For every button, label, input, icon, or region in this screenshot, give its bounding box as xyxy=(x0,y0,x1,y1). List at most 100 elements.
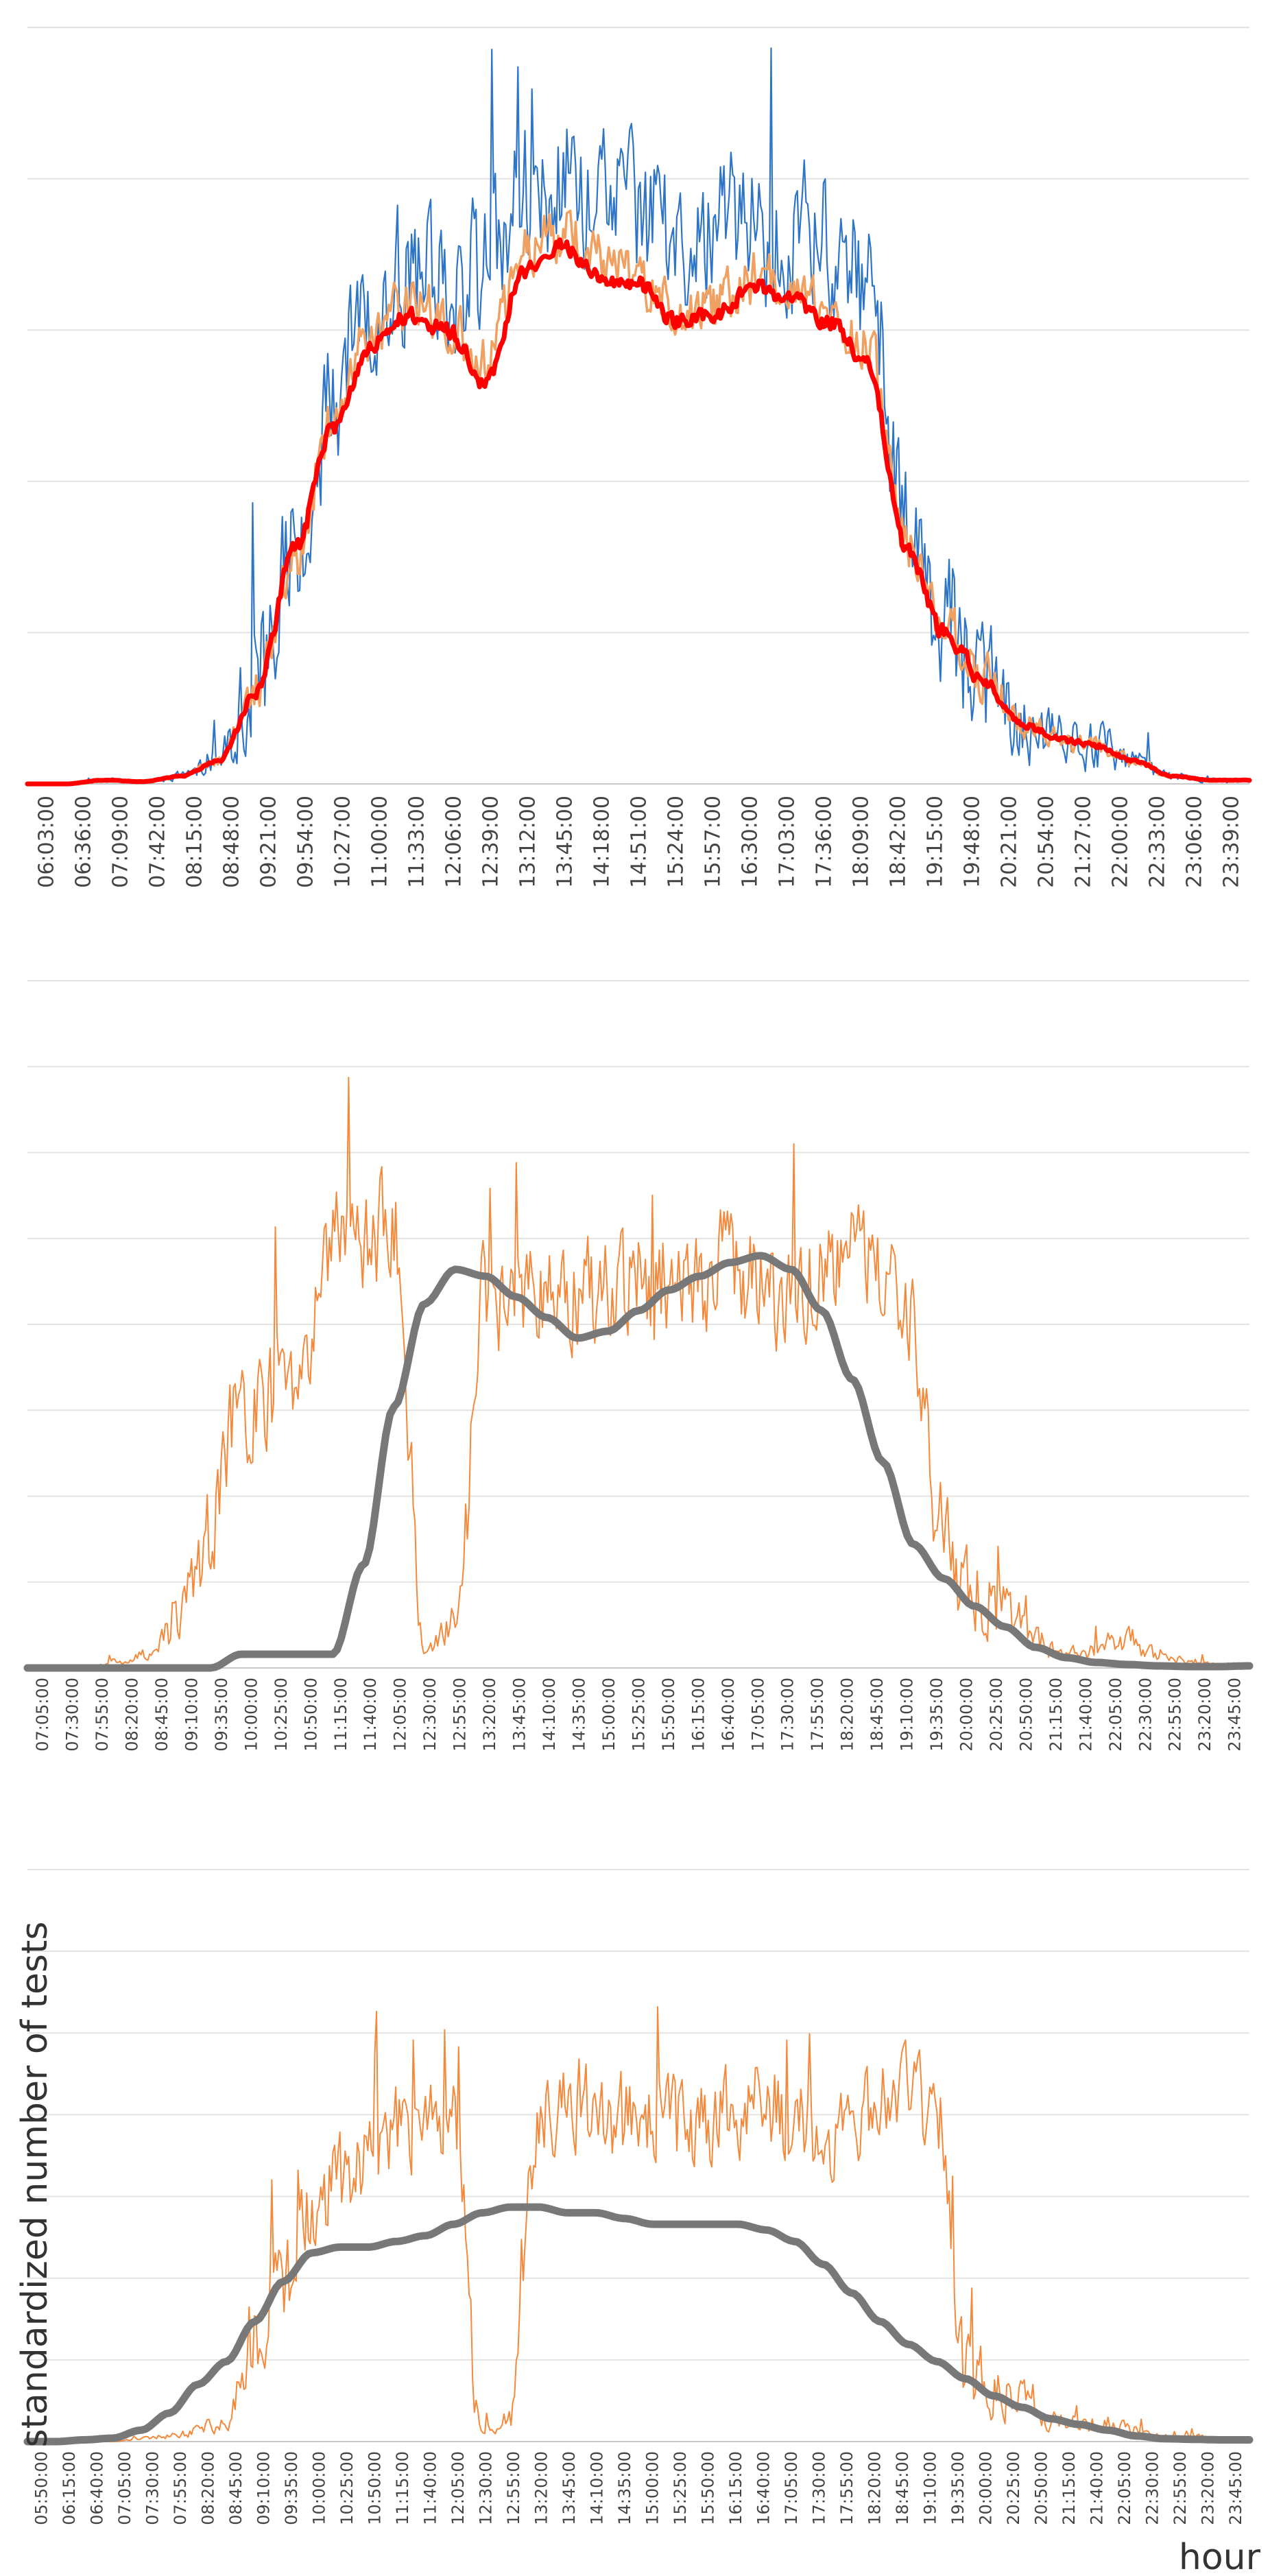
x-axis-label: hour xyxy=(1179,2537,1261,2576)
x-tick-label: 09:35:00 xyxy=(282,2451,301,2525)
x-tick-label: 05:50:00 xyxy=(32,2451,51,2525)
x-tick-label: 23:45:00 xyxy=(1225,1678,1245,1752)
x-tick-label: 20:00:00 xyxy=(957,1678,976,1752)
x-tick-label: 13:20:00 xyxy=(480,1678,499,1752)
x-tick-label: 13:45:00 xyxy=(553,796,577,888)
x-tick-label: 10:27:00 xyxy=(331,796,355,888)
x-tick-label: 22:30:00 xyxy=(1143,2451,1162,2525)
x-tick-label: 11:15:00 xyxy=(393,2451,412,2525)
x-tick-label: 09:10:00 xyxy=(182,1678,201,1752)
x-tick-label: 14:10:00 xyxy=(588,2451,607,2525)
x-tick-label: 17:30:00 xyxy=(778,1678,798,1752)
x-tick-label: 13:45:00 xyxy=(560,2451,579,2525)
x-tick-label: 20:00:00 xyxy=(977,2451,996,2525)
x-tick-label: 10:25:00 xyxy=(337,2451,357,2525)
x-tick-label: 23:20:00 xyxy=(1195,1678,1214,1752)
x-tick-label: 09:10:00 xyxy=(254,2451,274,2525)
x-tick-label: 14:51:00 xyxy=(627,796,651,888)
x-tick-label: 15:50:00 xyxy=(659,1678,678,1752)
x-tick-label: 13:45:00 xyxy=(510,1678,529,1752)
x-tick-label: 15:57:00 xyxy=(702,796,726,888)
x-tick-label: 13:20:00 xyxy=(532,2451,551,2525)
x-tick-label: 18:20:00 xyxy=(865,2451,885,2525)
x-tick-label: 06:03:00 xyxy=(35,796,59,888)
x-tick-label: 12:05:00 xyxy=(448,2451,468,2525)
x-tick-label: 22:55:00 xyxy=(1171,2451,1190,2525)
x-tick-label: 17:36:00 xyxy=(813,796,837,888)
x-tick-label: 10:00:00 xyxy=(241,1678,261,1752)
x-tick-label: 12:30:00 xyxy=(477,2451,496,2525)
series-line-average xyxy=(23,2203,1254,2446)
x-tick-label: 20:50:00 xyxy=(1032,2451,1051,2525)
x-tick-label: 06:15:00 xyxy=(60,2451,79,2525)
x-tick-label: 13:12:00 xyxy=(516,796,540,888)
x-tick-label: 07:30:00 xyxy=(143,2451,163,2525)
x-tick-label: 11:00:00 xyxy=(368,796,392,888)
x-tick-label: 15:00:00 xyxy=(599,1678,619,1752)
x-tick-label: 22:00:00 xyxy=(1109,796,1133,888)
x-tick-label: 07:05:00 xyxy=(33,1678,52,1752)
x-tick-label: 12:30:00 xyxy=(420,1678,440,1752)
x-tick-label: 16:40:00 xyxy=(719,1678,738,1752)
x-tick-label: 07:55:00 xyxy=(93,1678,112,1752)
x-tick-label: 15:24:00 xyxy=(664,796,688,888)
x-tick-label: 09:35:00 xyxy=(212,1678,231,1752)
x-tick-label: 19:10:00 xyxy=(898,1678,917,1752)
x-tick-label: 08:45:00 xyxy=(226,2451,245,2525)
x-tick-label: 16:40:00 xyxy=(754,2451,774,2525)
x-tick-label: 07:30:00 xyxy=(63,1678,82,1752)
x-tick-label: 09:21:00 xyxy=(257,796,281,888)
x-tick-label: 19:15:00 xyxy=(924,796,948,888)
y-axis-label: standardized number of tests xyxy=(14,1922,56,2448)
x-tick-label: 21:27:00 xyxy=(1072,796,1096,888)
chart-2: 07:05:00 07:30:00 07:55:00 08:20:00 08:45:00… xyxy=(23,980,1254,1752)
x-tick-label: 15:25:00 xyxy=(629,1678,648,1752)
x-tick-label: 12:05:00 xyxy=(391,1678,410,1752)
x-tick-label: 21:15:00 xyxy=(1059,2451,1079,2525)
x-tick-label: 14:35:00 xyxy=(615,2451,634,2525)
x-tick-label: 20:50:00 xyxy=(1016,1678,1035,1752)
x-tick-label: 17:05:00 xyxy=(748,1678,767,1752)
x-tick-label: 12:55:00 xyxy=(504,2451,523,2525)
x-tick-label: 15:00:00 xyxy=(643,2451,662,2525)
x-tick-label: 12:39:00 xyxy=(479,796,503,888)
x-tick-label: 22:33:00 xyxy=(1146,796,1170,888)
series-line-raw xyxy=(26,47,1251,785)
x-tick-label: 17:03:00 xyxy=(776,796,800,888)
x-tick-label: 19:35:00 xyxy=(927,1678,946,1752)
x-tick-label: 20:25:00 xyxy=(987,1678,1006,1752)
x-tick-label: 18:42:00 xyxy=(887,796,911,888)
x-tick-label: 19:35:00 xyxy=(948,2451,968,2525)
x-tick-label: 22:30:00 xyxy=(1136,1678,1155,1752)
x-tick-label: 22:05:00 xyxy=(1106,1678,1125,1752)
x-tick-label: 19:48:00 xyxy=(961,796,985,888)
x-tick-label: 22:05:00 xyxy=(1115,2451,1134,2525)
x-tick-label: 15:50:00 xyxy=(699,2451,718,2525)
x-tick-label: 11:40:00 xyxy=(361,1678,380,1752)
x-tick-label: 14:10:00 xyxy=(540,1678,559,1752)
x-tick-label: 18:09:00 xyxy=(850,796,874,888)
x-tick-label: 06:36:00 xyxy=(72,796,96,888)
x-tick-label: 17:55:00 xyxy=(837,2451,856,2525)
x-tick-label: 08:20:00 xyxy=(123,1678,142,1752)
x-tick-label: 09:54:00 xyxy=(294,796,318,888)
x-tick-label: 10:50:00 xyxy=(301,1678,320,1752)
chart-3: 05:50:00 06:15:00 06:40:00 07:05:00 07:30:00… xyxy=(23,1869,1254,2525)
series-line-raw xyxy=(27,1077,1250,1669)
x-tick-label: 10:50:00 xyxy=(366,2451,385,2525)
x-tick-label: 08:48:00 xyxy=(220,796,244,888)
x-tick-label: 23:20:00 xyxy=(1199,2451,1218,2525)
x-tick-label: 20:54:00 xyxy=(1035,796,1059,888)
x-tick-label: 10:00:00 xyxy=(310,2451,329,2525)
x-tick-label: 07:05:00 xyxy=(115,2451,134,2525)
x-tick-label: 18:45:00 xyxy=(867,1678,887,1752)
x-tick-label: 23:45:00 xyxy=(1226,2451,1245,2525)
x-tick-label: 21:40:00 xyxy=(1076,1678,1095,1752)
x-tick-label: 21:15:00 xyxy=(1046,1678,1066,1752)
x-tick-label: 17:55:00 xyxy=(808,1678,827,1752)
x-tick-label: 14:18:00 xyxy=(590,796,614,888)
x-tick-label: 20:21:00 xyxy=(998,796,1022,888)
x-tick-label: 08:15:00 xyxy=(183,796,207,888)
x-tick-label: 07:42:00 xyxy=(146,796,170,888)
